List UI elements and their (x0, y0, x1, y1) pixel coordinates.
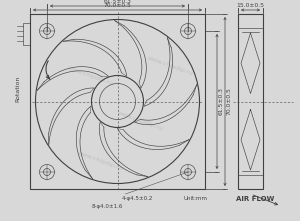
Bar (23, 23, 30, 45)
Text: AIR FLOW: AIR FLOW (236, 196, 275, 202)
Text: www.chipdip.ru: www.chipdip.ru (66, 65, 114, 87)
Text: www.chipdip.ru: www.chipdip.ru (116, 110, 164, 132)
Text: www.chipdip.ru: www.chipdip.ru (76, 150, 124, 172)
Text: Unit:mm: Unit:mm (183, 196, 207, 200)
Bar (238, 14, 263, 189)
Text: 4-φ4.5±0.2: 4-φ4.5±0.2 (122, 196, 153, 201)
Text: 61.5±0.3: 61.5±0.3 (103, 0, 131, 4)
Text: 70.0±0.5: 70.0±0.5 (103, 3, 131, 8)
Text: 70.0±0.5: 70.0±0.5 (227, 88, 232, 115)
Text: www.chipdip.ru: www.chipdip.ru (146, 55, 194, 77)
Text: Rotation: Rotation (16, 76, 20, 102)
Text: 15.0±0.5: 15.0±0.5 (236, 3, 265, 8)
Text: 8-φ4.0±1.6: 8-φ4.0±1.6 (92, 204, 123, 209)
Text: 61.5±0.3: 61.5±0.3 (219, 88, 224, 115)
